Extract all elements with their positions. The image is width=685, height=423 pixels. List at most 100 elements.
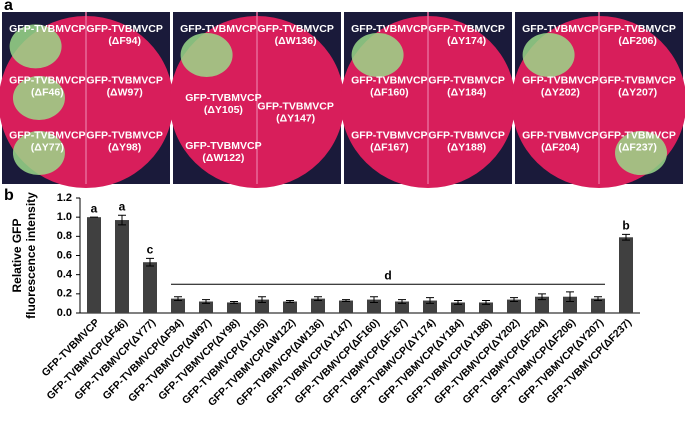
photo-label: GFP-TVBMVCP	[599, 75, 675, 87]
photo-label: (ΔY98)	[108, 142, 141, 154]
error-bar	[118, 214, 126, 226]
bar	[535, 296, 549, 313]
photo-label: (ΔY184)	[447, 87, 486, 99]
significance-letter: a	[91, 201, 98, 215]
photo: GFP-TVBMVCP GFP-TVBMVCP(ΔF94)GFP-TVBMVCP(…	[0, 12, 174, 188]
photo-label: (ΔY202)	[541, 87, 580, 99]
bar	[339, 300, 353, 313]
photo-label: (ΔF204)	[541, 142, 579, 154]
photo-label: (ΔF94)	[108, 35, 141, 47]
photo-label: (ΔW122)	[202, 152, 244, 164]
bar	[87, 217, 101, 313]
bar	[115, 220, 129, 313]
bar	[311, 298, 325, 313]
bar	[199, 301, 213, 313]
significance-letter: d	[384, 268, 391, 282]
y-tick-label: 1.0	[57, 211, 72, 223]
photo-label: GFP-TVBMVCP	[351, 75, 427, 87]
y-axis-label: Relative GFP	[10, 218, 24, 292]
photo-label: GFP-TVBMVCP	[9, 130, 85, 142]
photo-label: GFP-TVBMVCP	[428, 130, 504, 142]
bar	[619, 237, 633, 313]
gfp-spot	[12, 131, 65, 176]
photo-label: GFP-TVBMVCP	[185, 140, 261, 152]
photo-label: GFP-TVBMVCP	[86, 23, 162, 35]
photo-label: GFP-TVBMVCP	[428, 23, 504, 35]
bar	[563, 296, 577, 313]
bar	[479, 302, 493, 313]
bar	[507, 299, 521, 313]
photo-label: (ΔY174)	[447, 35, 486, 47]
photo-label: (ΔF237)	[618, 142, 656, 154]
photo-label: GFP-TVBMVCP	[351, 130, 427, 142]
bar	[395, 301, 409, 313]
error-bar	[370, 296, 378, 303]
gfp-spot	[351, 33, 404, 77]
photo-label: GFP-TVBMVCP	[9, 75, 85, 87]
y-tick-label: 0.0	[57, 307, 72, 319]
error-bar	[230, 301, 238, 304]
bar	[143, 262, 157, 313]
panel-label: b	[4, 187, 14, 204]
photo: GFP-TVBMVCP GFP-TVBMVCP(ΔF206)GFP-TVBMVCP…	[511, 12, 685, 188]
photo-label: (ΔY147)	[276, 112, 315, 124]
bar	[591, 298, 605, 313]
photo-label: GFP-TVBMVCP	[599, 23, 675, 35]
photo-label: GFP-TVBMVCP	[9, 23, 85, 35]
y-tick-label: 0.6	[57, 249, 72, 261]
photo-label: GFP-TVBMVCP	[86, 75, 162, 87]
photo-label: GFP-TVBMVCP	[351, 23, 427, 35]
y-tick-label: 0.2	[57, 288, 72, 300]
y-tick-label: 0.8	[57, 230, 72, 242]
bar	[283, 301, 297, 313]
error-bar	[258, 296, 266, 303]
photo-label: GFP-TVBMVCP	[185, 92, 261, 104]
photo-label: (ΔF160)	[370, 87, 408, 99]
significance-letter: c	[147, 243, 154, 257]
error-bar	[594, 296, 602, 302]
gfp-spot	[522, 33, 575, 77]
photo-label: GFP-TVBMVCP	[522, 75, 598, 87]
photo-label: (ΔY207)	[618, 87, 657, 99]
error-bar	[482, 300, 490, 305]
panel-label: a	[4, 0, 13, 14]
error-bar	[454, 300, 462, 305]
error-bar	[342, 299, 350, 302]
bar	[227, 302, 241, 313]
error-bar	[146, 257, 154, 267]
photo-label: (ΔY188)	[447, 142, 486, 154]
gfp-spot	[12, 76, 65, 120]
photo-label: (ΔW136)	[275, 35, 317, 47]
photo-label: (ΔY77)	[31, 142, 64, 154]
error-bar	[566, 291, 574, 302]
photo-label: (ΔF167)	[370, 142, 408, 154]
photo-label: (ΔW97)	[107, 87, 143, 99]
gfp-spot	[9, 24, 62, 69]
photo-label: GFP-TVBMVCP	[257, 23, 333, 35]
photo-label: GFP-TVBMVCP	[522, 23, 598, 35]
photo: GFP-TVBMVCP GFP-TVBMVCP(ΔW136)GFP-TVBMVCP…	[169, 12, 345, 188]
significance-letter: b	[622, 219, 629, 233]
error-bar	[314, 296, 322, 302]
error-bar	[622, 233, 630, 241]
photo-label: GFP-TVBMVCP	[428, 75, 504, 87]
error-bar	[202, 299, 210, 304]
gfp-spot	[180, 33, 233, 77]
error-bar	[174, 296, 182, 302]
error-bar	[286, 300, 294, 303]
photo-label: GFP-TVBMVCP	[257, 100, 333, 112]
photo-label: (ΔF206)	[618, 35, 656, 47]
photo-label: GFP-TVBMVCP	[86, 130, 162, 142]
bar	[171, 298, 185, 313]
photo-label: (ΔF46)	[31, 87, 64, 99]
error-bar	[398, 299, 406, 304]
y-axis-label: fluorescence intensity	[24, 192, 38, 319]
y-tick-label: 0.4	[57, 269, 73, 281]
error-bar	[426, 297, 434, 304]
photo-label: GFP-TVBMVCP	[522, 130, 598, 142]
photo-label: (ΔY105)	[204, 104, 243, 116]
photo-label: GFP-TVBMVCP	[180, 23, 256, 35]
y-tick-label: 1.2	[57, 192, 72, 204]
significance-letter: a	[119, 199, 126, 213]
